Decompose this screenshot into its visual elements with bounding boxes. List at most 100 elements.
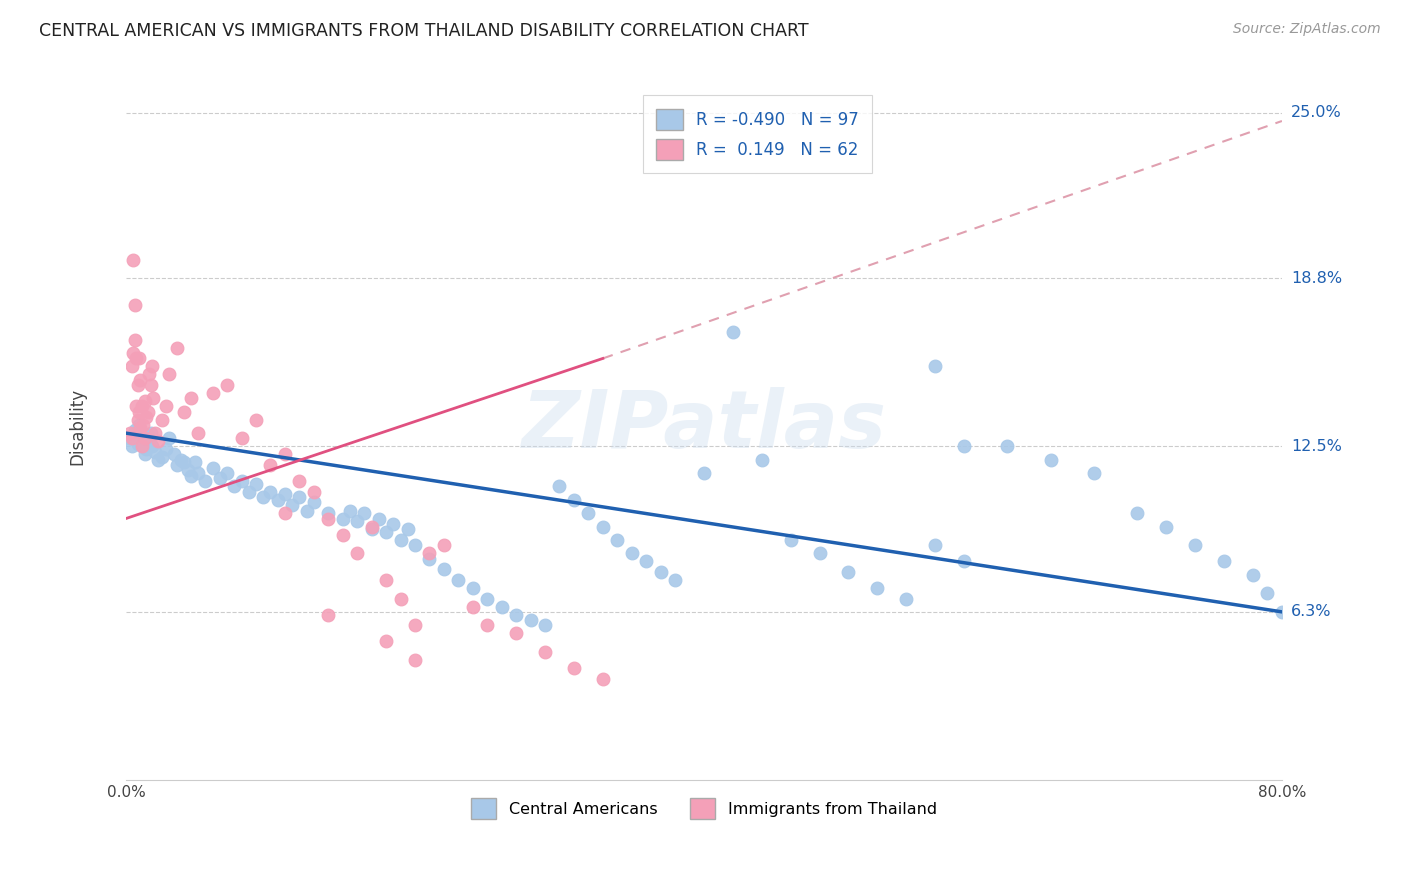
Point bbox=[346, 514, 368, 528]
Point bbox=[346, 546, 368, 560]
Point bbox=[252, 490, 274, 504]
Point bbox=[837, 565, 859, 579]
Point bbox=[491, 599, 513, 614]
Point bbox=[1126, 506, 1149, 520]
Point bbox=[562, 661, 585, 675]
Point bbox=[924, 359, 946, 374]
Point bbox=[143, 426, 166, 441]
Point bbox=[389, 591, 412, 606]
Point bbox=[433, 538, 456, 552]
Text: Disability: Disability bbox=[69, 388, 86, 465]
Point bbox=[139, 426, 162, 441]
Point bbox=[201, 386, 224, 401]
Point bbox=[187, 466, 209, 480]
Point bbox=[924, 538, 946, 552]
Point bbox=[1256, 586, 1278, 600]
Point bbox=[636, 554, 658, 568]
Point bbox=[194, 474, 217, 488]
Point bbox=[375, 573, 398, 587]
Point bbox=[124, 333, 146, 347]
Point bbox=[375, 634, 398, 648]
Point bbox=[447, 573, 470, 587]
Point bbox=[519, 613, 541, 627]
Point bbox=[1213, 554, 1236, 568]
Point bbox=[129, 434, 152, 449]
Point bbox=[245, 476, 267, 491]
Point bbox=[150, 450, 173, 464]
Point bbox=[139, 378, 162, 392]
Point bbox=[217, 466, 239, 480]
Point bbox=[150, 413, 173, 427]
Point bbox=[180, 468, 202, 483]
Point bbox=[122, 346, 145, 360]
Point bbox=[404, 653, 426, 667]
Point bbox=[127, 437, 149, 451]
Point bbox=[129, 373, 152, 387]
Point bbox=[259, 458, 281, 472]
Point bbox=[418, 551, 440, 566]
Point bbox=[122, 252, 145, 267]
Point bbox=[1083, 466, 1105, 480]
Point bbox=[505, 626, 527, 640]
Point bbox=[201, 460, 224, 475]
Point bbox=[121, 359, 143, 374]
Point bbox=[259, 484, 281, 499]
Point bbox=[238, 484, 260, 499]
Point bbox=[134, 448, 156, 462]
Point bbox=[418, 546, 440, 560]
Point bbox=[157, 368, 180, 382]
Point bbox=[389, 533, 412, 547]
Point bbox=[360, 522, 382, 536]
Point bbox=[128, 418, 150, 433]
Point bbox=[146, 434, 169, 449]
Point bbox=[146, 452, 169, 467]
Point bbox=[461, 581, 484, 595]
Point bbox=[134, 394, 156, 409]
Point bbox=[120, 432, 142, 446]
Point bbox=[136, 405, 159, 419]
Point bbox=[592, 672, 614, 686]
Text: 18.8%: 18.8% bbox=[1291, 271, 1343, 286]
Point bbox=[274, 487, 297, 501]
Point bbox=[125, 426, 148, 441]
Point bbox=[316, 506, 339, 520]
Point bbox=[997, 440, 1019, 454]
Point bbox=[127, 378, 149, 392]
Point bbox=[129, 421, 152, 435]
Point bbox=[433, 562, 456, 576]
Point bbox=[751, 452, 773, 467]
Point bbox=[173, 405, 195, 419]
Point bbox=[217, 378, 239, 392]
Legend: Central Americans, Immigrants from Thailand: Central Americans, Immigrants from Thail… bbox=[464, 792, 943, 825]
Point bbox=[382, 516, 405, 531]
Point bbox=[141, 440, 163, 454]
Point bbox=[779, 533, 801, 547]
Point bbox=[180, 392, 202, 406]
Point bbox=[288, 490, 311, 504]
Text: 12.5%: 12.5% bbox=[1291, 439, 1343, 454]
Point bbox=[866, 581, 889, 595]
Point bbox=[1241, 567, 1264, 582]
Point bbox=[157, 432, 180, 446]
Point bbox=[267, 492, 290, 507]
Point bbox=[360, 519, 382, 533]
Point bbox=[332, 527, 354, 541]
Point bbox=[461, 599, 484, 614]
Point bbox=[721, 325, 744, 339]
Point bbox=[136, 429, 159, 443]
Point bbox=[302, 495, 325, 509]
Point bbox=[396, 522, 419, 536]
Point bbox=[1271, 605, 1294, 619]
Point bbox=[122, 429, 145, 443]
Point bbox=[125, 400, 148, 414]
Point bbox=[173, 455, 195, 469]
Point bbox=[132, 418, 155, 433]
Point bbox=[208, 471, 231, 485]
Point bbox=[693, 466, 716, 480]
Point bbox=[316, 511, 339, 525]
Point bbox=[163, 448, 186, 462]
Point bbox=[404, 538, 426, 552]
Point bbox=[231, 474, 253, 488]
Point bbox=[134, 432, 156, 446]
Point bbox=[245, 413, 267, 427]
